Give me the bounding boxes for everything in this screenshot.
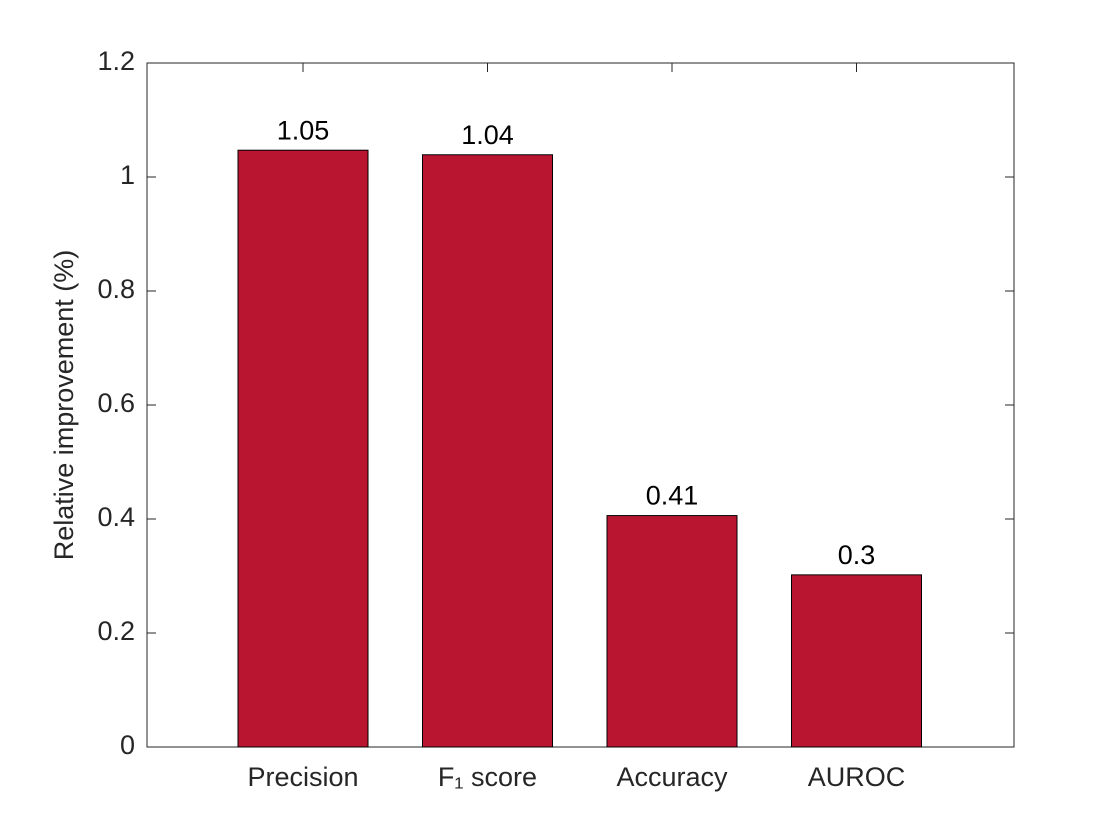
y-tick-label: 1 — [120, 160, 135, 190]
y-axis-label: Relative improvement (%) — [49, 250, 79, 561]
x-tick-label: Precision — [247, 762, 358, 792]
bar — [422, 154, 553, 748]
y-tick-label: 1.2 — [97, 46, 135, 76]
value-label: 1.04 — [461, 120, 514, 150]
value-label: 0.41 — [646, 481, 699, 511]
value-label: 0.3 — [838, 540, 876, 570]
y-tick-label: 0 — [120, 730, 135, 760]
y-tick-label: 0.4 — [97, 502, 135, 532]
x-tick-label: Accuracy — [616, 762, 728, 792]
bar — [237, 149, 369, 748]
bar — [791, 574, 922, 748]
bar — [606, 515, 738, 748]
y-tick-label: 0.2 — [97, 616, 135, 646]
y-tick-label: 0.6 — [97, 388, 135, 418]
x-tick-label: AUROC — [808, 762, 906, 792]
x-tick-label: F₁ score — [438, 762, 537, 792]
y-tick-label: 0.8 — [97, 274, 135, 304]
value-label: 1.05 — [277, 115, 330, 145]
